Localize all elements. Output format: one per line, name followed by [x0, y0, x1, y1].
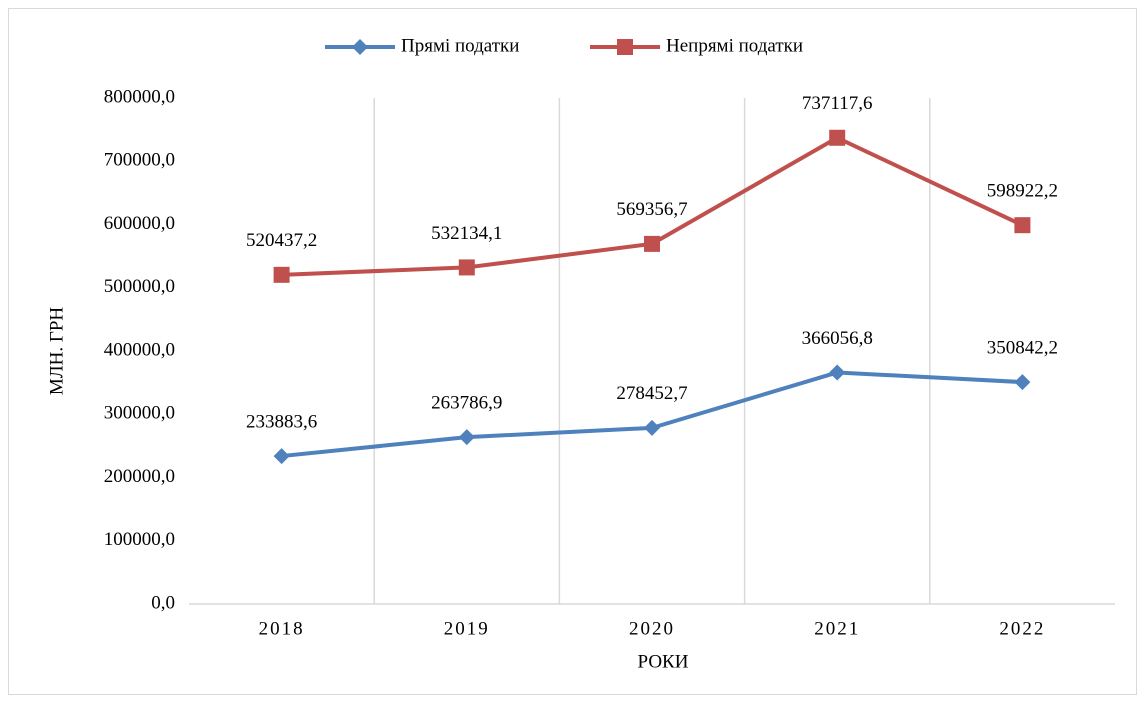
y-tick-label: 0,0 — [151, 592, 175, 613]
marker — [1014, 217, 1031, 234]
x-tick-label: 2022 — [999, 618, 1045, 639]
y-tick-label: 500000,0 — [104, 276, 175, 297]
marker — [352, 39, 368, 55]
data-label: 263786,9 — [431, 393, 502, 414]
data-label: 737117,6 — [802, 93, 873, 114]
x-axis-label: РОКИ — [638, 651, 689, 672]
data-label: 278452,7 — [616, 383, 687, 404]
marker — [644, 419, 660, 436]
legend-label: Непрямі податки — [666, 35, 803, 56]
y-axis-label: МЛН. ГРН — [46, 307, 67, 396]
data-label: 532134,1 — [431, 223, 502, 244]
marker — [1014, 374, 1031, 391]
x-tick-label: 2020 — [629, 618, 675, 639]
marker — [458, 429, 475, 446]
data-label: 350842,2 — [987, 337, 1058, 358]
y-tick-label: 800000,0 — [104, 86, 175, 107]
y-tick-label: 200000,0 — [104, 466, 175, 487]
y-tick-label: 700000,0 — [104, 150, 175, 171]
marker — [829, 129, 846, 146]
marker — [273, 448, 290, 465]
marker — [829, 364, 846, 381]
legend-label: Прямі податки — [401, 35, 519, 56]
x-tick-label: 2021 — [814, 618, 860, 639]
marker — [458, 259, 475, 276]
data-label: 569356,7 — [616, 199, 687, 220]
y-tick-label: 100000,0 — [104, 529, 175, 550]
y-tick-label: 600000,0 — [104, 213, 175, 234]
x-tick-label: 2018 — [259, 618, 305, 639]
x-tick-label: 2019 — [444, 618, 490, 639]
marker — [617, 39, 633, 55]
marker — [644, 235, 660, 252]
data-label: 233883,6 — [246, 411, 317, 432]
data-label: 520437,2 — [246, 230, 317, 251]
y-tick-label: 400000,0 — [104, 339, 175, 360]
y-tick-label: 300000,0 — [104, 403, 175, 424]
chart-border — [8, 8, 1137, 695]
data-label: 598922,2 — [987, 181, 1058, 202]
marker — [273, 266, 290, 283]
data-label: 366056,8 — [802, 328, 873, 349]
